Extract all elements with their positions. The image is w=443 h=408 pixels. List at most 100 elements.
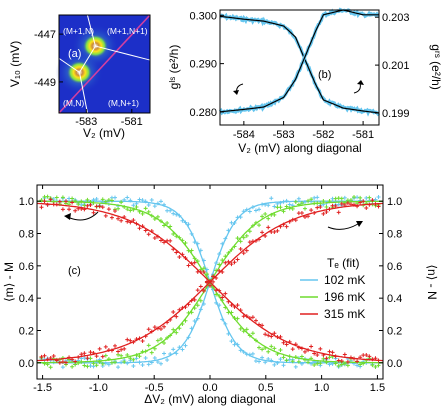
x-tick-label: -581 <box>352 129 374 141</box>
data-point <box>91 361 96 366</box>
data-point <box>143 206 148 211</box>
charge-boundary <box>58 57 80 73</box>
data-point <box>253 208 258 213</box>
data-point <box>345 201 350 206</box>
data-point <box>376 363 381 368</box>
data-point <box>241 235 246 240</box>
data-point <box>39 205 44 210</box>
y-tick-label-left: 0.8 <box>19 229 34 241</box>
data-point <box>342 352 347 357</box>
data-point <box>315 205 320 210</box>
x-tick-label: 1.5 <box>370 382 385 394</box>
data-point <box>125 337 130 342</box>
y-tick-label-left: 0.2 <box>19 326 34 338</box>
data-point <box>146 362 151 367</box>
data-point <box>250 331 255 336</box>
panel-b-xlabel: V₂ (mV) along diagonal <box>238 141 361 155</box>
data-point <box>367 354 372 359</box>
panel-c-ylabel-right: ⟨n⟩ - N <box>425 264 439 299</box>
measured-data-left <box>219 12 381 117</box>
data-point <box>70 364 75 369</box>
panel-b-chart: -584 -583 -582 -581 0.280 0.290 0.300 0.199 0.20… <box>167 7 443 155</box>
data-point <box>342 195 347 200</box>
data-point <box>260 355 265 360</box>
data-point <box>42 353 47 358</box>
data-point <box>116 349 121 354</box>
data-point <box>113 195 118 200</box>
region-label: (M,N+1) <box>108 98 139 108</box>
data-point <box>290 359 295 364</box>
data-point <box>140 211 145 216</box>
arrow-left-axis-head <box>233 90 239 95</box>
data-point <box>146 209 151 214</box>
data-point <box>146 232 151 237</box>
data-point <box>287 202 292 207</box>
data-point <box>318 204 323 209</box>
data-point <box>106 197 111 202</box>
data-point <box>131 364 136 369</box>
data-point <box>140 338 145 343</box>
data-point <box>302 349 307 354</box>
data-point <box>260 347 265 352</box>
data-point <box>257 345 262 350</box>
data-point <box>103 213 108 218</box>
data-point <box>85 203 90 208</box>
data-point <box>195 303 200 308</box>
data-point <box>174 314 179 319</box>
data-point <box>76 202 81 207</box>
data-point <box>195 288 200 293</box>
data-point <box>208 283 212 288</box>
data-point <box>168 238 173 243</box>
data-point <box>336 202 341 207</box>
data-point <box>131 203 136 208</box>
y-tick-label-right: 0.6 <box>387 261 402 273</box>
legend-label: 196 mK <box>324 290 365 304</box>
data-point <box>204 279 209 284</box>
detuning-diagonal <box>58 14 151 114</box>
data-point <box>113 209 118 214</box>
data-point <box>211 274 216 279</box>
x-tick-label: -584 <box>233 129 255 141</box>
y-tick-label-right: 0.199 <box>382 108 410 120</box>
data-point <box>97 346 102 351</box>
data-point <box>73 359 78 364</box>
data-point <box>100 354 105 359</box>
data-point <box>158 199 163 204</box>
data-point <box>183 343 188 348</box>
x-tick-label: 0.5 <box>258 382 273 394</box>
data-point <box>272 229 277 234</box>
data-point <box>229 339 234 344</box>
x-tick-label: -583 <box>273 129 295 141</box>
data-point <box>324 356 329 361</box>
data-point <box>73 208 78 213</box>
data-point <box>42 199 47 204</box>
data-point <box>119 200 124 205</box>
data-point <box>312 195 317 200</box>
y-tick-label-right: 0.201 <box>382 60 410 72</box>
fit-curve-right <box>219 9 379 113</box>
data-point <box>149 350 154 355</box>
legend-label: 102 mK <box>324 273 365 287</box>
data-point <box>103 353 108 358</box>
data-point <box>201 288 206 293</box>
data-point <box>345 359 350 364</box>
data-point <box>158 327 163 332</box>
data-point <box>306 198 311 203</box>
data-point <box>137 226 142 231</box>
data-point <box>48 365 53 370</box>
data-point <box>57 199 62 204</box>
data-point <box>238 239 243 244</box>
data-point <box>266 203 271 208</box>
data-point <box>284 342 289 347</box>
data-point <box>306 360 311 365</box>
data-point <box>345 363 350 368</box>
data-point <box>113 360 118 365</box>
data-point <box>266 349 271 354</box>
panel-a-heatmap: (M+1,N) (M+1,N+1) (M,N) (M,N+1) -583 -581 -44… <box>8 14 151 140</box>
data-point <box>272 362 277 367</box>
data-point <box>241 251 246 256</box>
data-point <box>358 362 363 367</box>
data-point <box>309 344 314 349</box>
arrow-to-left-axis <box>69 211 99 221</box>
data-point <box>370 198 375 203</box>
